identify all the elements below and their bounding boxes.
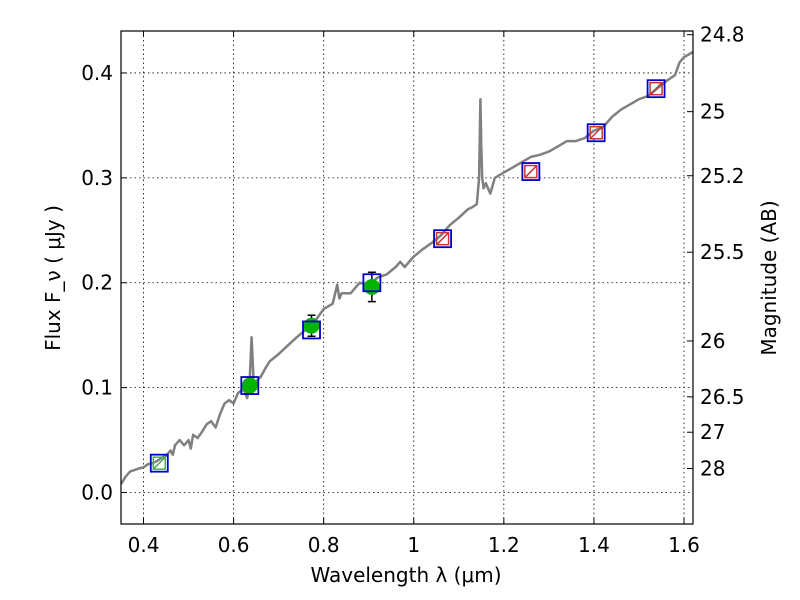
y2-tick-label: 26.5 (700, 385, 745, 409)
tick-labels-layer: 0.4 0.6 0.8 1 1.2 1.4 1.6 0.0 0.1 0.2 0.3 0.4 24.8 25… (81, 23, 744, 557)
y2-tick-label: 26 (700, 329, 725, 353)
y2-tick-label: 25 (700, 100, 725, 124)
inner-marker-slash (524, 165, 538, 179)
y2-tick-label: 24.8 (700, 23, 745, 47)
model-photometry-square (521, 162, 541, 181)
grid-layer (121, 31, 693, 524)
x-axis-title-text: Wavelength λ (μm) (310, 563, 501, 587)
inner-marker-slash (152, 456, 166, 470)
model-photometry-square (302, 320, 321, 340)
x-tick-label: 0.8 (308, 533, 340, 557)
model-spectrum-line (119, 50, 694, 485)
inner-marker (589, 125, 603, 140)
observed-point (303, 317, 320, 334)
x-tick-label: 0.6 (218, 533, 250, 557)
y2-tick-label: 28 (700, 457, 725, 481)
model-photometry-square (240, 376, 260, 395)
markers-layer (149, 79, 666, 473)
x-tick-label: 1.2 (488, 533, 520, 557)
inner-marker-slash (649, 82, 663, 96)
spectrum-layer (119, 50, 694, 485)
inner-marker (649, 81, 663, 96)
axes-layer (120, 30, 694, 525)
inner-marker (524, 164, 538, 179)
x-axis-title: Wavelength λ (μm) (310, 563, 501, 587)
y2-tick-label: 27 (700, 420, 725, 444)
y-tick-label: 0.1 (81, 376, 113, 400)
y-tick-label: 0.2 (81, 271, 113, 295)
x-tick-label: 1 (407, 533, 420, 557)
y2-tick-label: 25.2 (700, 164, 745, 188)
y2-tick-label: 25.5 (700, 240, 745, 264)
x-tick-label: 0.4 (128, 533, 160, 557)
y-axis-title: Flux F_ν ( μJy ) (41, 205, 65, 351)
inner-marker (435, 231, 450, 246)
inner-marker-slash (589, 126, 603, 140)
x-tick-label: 1.4 (578, 533, 610, 557)
model-photometry-square (149, 453, 169, 473)
y-tick-label: 0.0 (81, 481, 113, 505)
y-tick-label: 0.3 (81, 166, 113, 190)
inner-marker (152, 456, 167, 470)
model-photometry-square (433, 229, 452, 249)
y2-axis-title: Magnitude (AB) (757, 200, 781, 355)
model-photometry-square (362, 273, 382, 293)
plot-frame (120, 30, 694, 525)
model-photometry-square (646, 79, 666, 99)
model-photometry-square (586, 123, 606, 143)
inner-marker-slash (436, 232, 450, 246)
observed-point (363, 278, 380, 295)
y-tick-label: 0.4 (81, 61, 113, 85)
observed-point (241, 377, 258, 394)
x-tick-label: 1.6 (668, 533, 700, 557)
